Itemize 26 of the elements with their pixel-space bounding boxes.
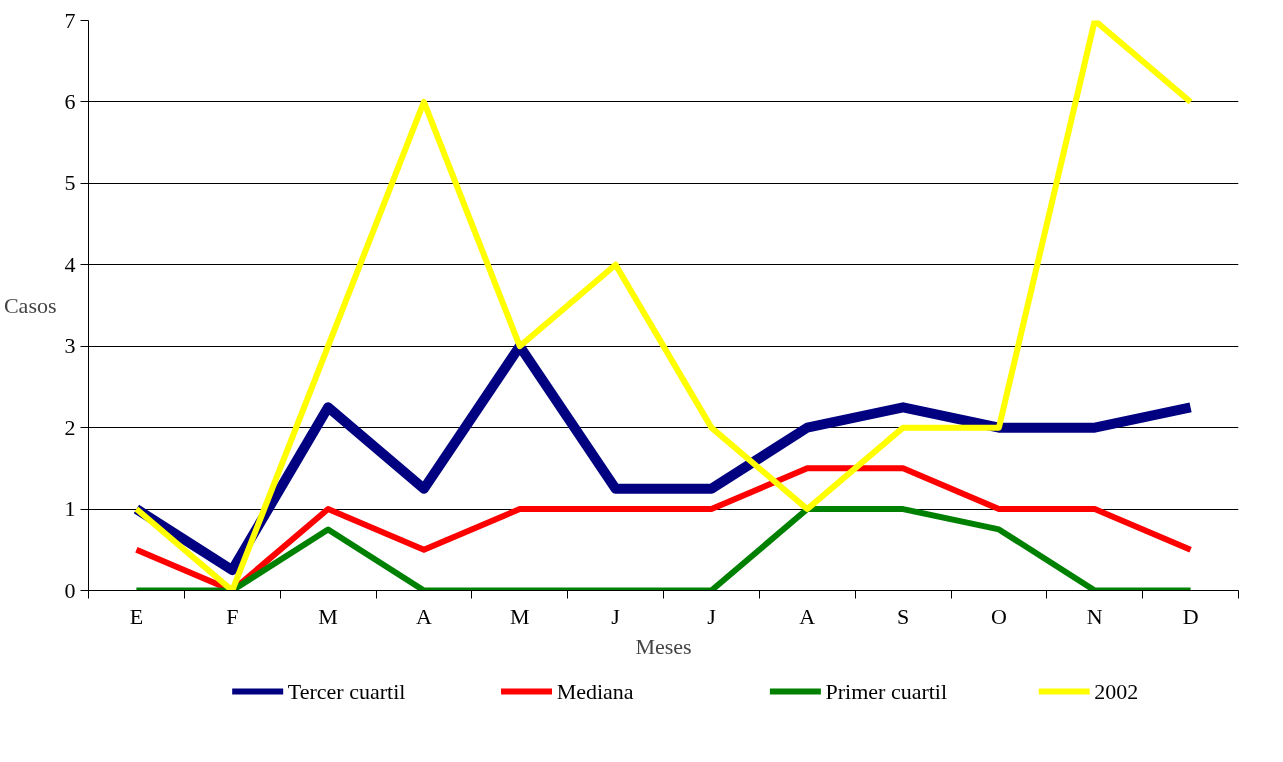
y-tick-label: 0 — [64, 577, 76, 603]
legend-label: 2002 — [1094, 678, 1139, 704]
x-tick-label: A — [415, 603, 432, 629]
y-tick-label: 2 — [64, 414, 76, 440]
y-tick-label: 5 — [64, 170, 76, 196]
y-axis-title: Casos — [3, 293, 57, 318]
x-tick-label: M — [318, 603, 338, 629]
x-tick-label: J — [707, 603, 717, 629]
y-tick-label: 4 — [64, 251, 76, 277]
legend-label: Primer cuartil — [825, 679, 948, 704]
x-tick-label: J — [611, 603, 621, 629]
legend-label: Mediana — [556, 679, 634, 704]
x-tick-label: O — [990, 603, 1007, 629]
x-tick-label: N — [1086, 603, 1103, 629]
x-tick-label: A — [799, 603, 816, 629]
x-tick-label: S — [896, 603, 910, 629]
y-tick-label: 6 — [64, 88, 76, 114]
y-tick-label: 1 — [64, 496, 76, 522]
x-tick-label: F — [226, 603, 239, 629]
x-tick-label: M — [509, 603, 530, 629]
legend-label: Tercer cuartil — [287, 679, 406, 704]
x-tick-label: E — [129, 603, 144, 629]
y-tick-label: 7 — [64, 7, 76, 33]
x-axis-title: Meses — [635, 633, 692, 659]
x-tick-label: D — [1182, 603, 1199, 629]
y-tick-label: 3 — [64, 333, 76, 359]
